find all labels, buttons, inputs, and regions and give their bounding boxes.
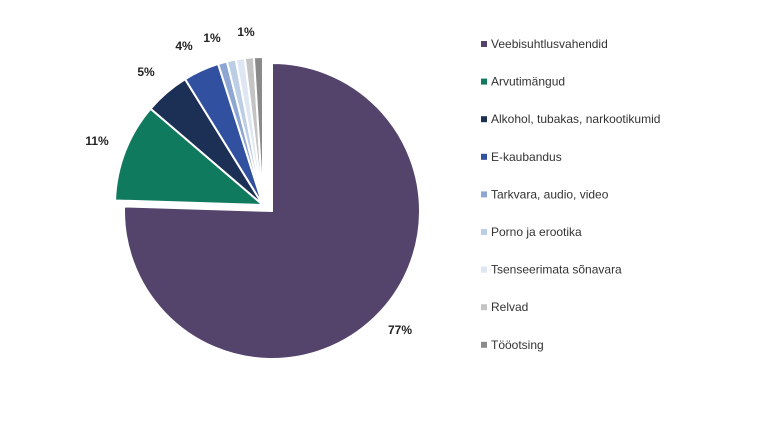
legend-label-toootsing: Tööotsing [491,338,544,352]
legend-swatch-tsenseerimata-sonavara [481,266,487,273]
legend-label-alkohol-tubakas-narkootikumid: Alkohol, tubakas, narkootikumid [491,112,660,126]
legend-label-porno-ja-erootika: Porno ja erootika [491,225,582,239]
legend-label-veebisuhtlusvahendid: Veebisuhtlusvahendid [491,37,608,51]
legend-swatch-tarkvara-audio-video [481,191,487,198]
pie-slices [114,55,421,360]
legend: Veebisuhtlusvahendid Arvutimängud Alkohol,… [481,37,660,352]
legend-label-tarkvara-audio-video: Tarkvara, audio, video [491,187,609,201]
data-label-arvutimangud: 11% [85,134,109,148]
legend-label-relvad: Relvad [491,300,528,314]
legend-label-e-kaubandus: E-kaubandus [491,150,562,164]
data-label-tsenseerimata-sonavara: 1% [237,25,255,39]
pie-slice-veebisuhtlusvahendid [123,61,421,360]
legend-swatch-relvad [481,304,487,311]
data-label-e-kaubandus: 4% [175,39,193,53]
data-label-veebisuhtlusvahendid: 77% [388,323,412,337]
legend-swatch-alkohol-tubakas-narkootikumid [481,116,487,123]
legend-label-tsenseerimata-sonavara: Tsenseerimata sõnavara [491,263,622,277]
pie-data-labels: 77% 11% 5% 4% 1% 1% [85,25,412,337]
legend-swatch-porno-ja-erootika [481,229,487,235]
legend-label-arvutimangud: Arvutimängud [491,75,565,89]
data-label-tarkvara-audio-video: 1% [203,31,221,45]
pie-slice-toootsing [252,55,264,206]
data-label-alkohol-tubakas-narkootikumid: 5% [137,65,155,79]
legend-swatch-arvutimangud [481,78,487,85]
pie-slice-arvutimangud [114,107,266,207]
legend-swatch-toootsing [481,341,487,348]
legend-swatch-veebisuhtlusvahendid [481,41,487,47]
legend-swatch-e-kaubandus [481,153,487,160]
